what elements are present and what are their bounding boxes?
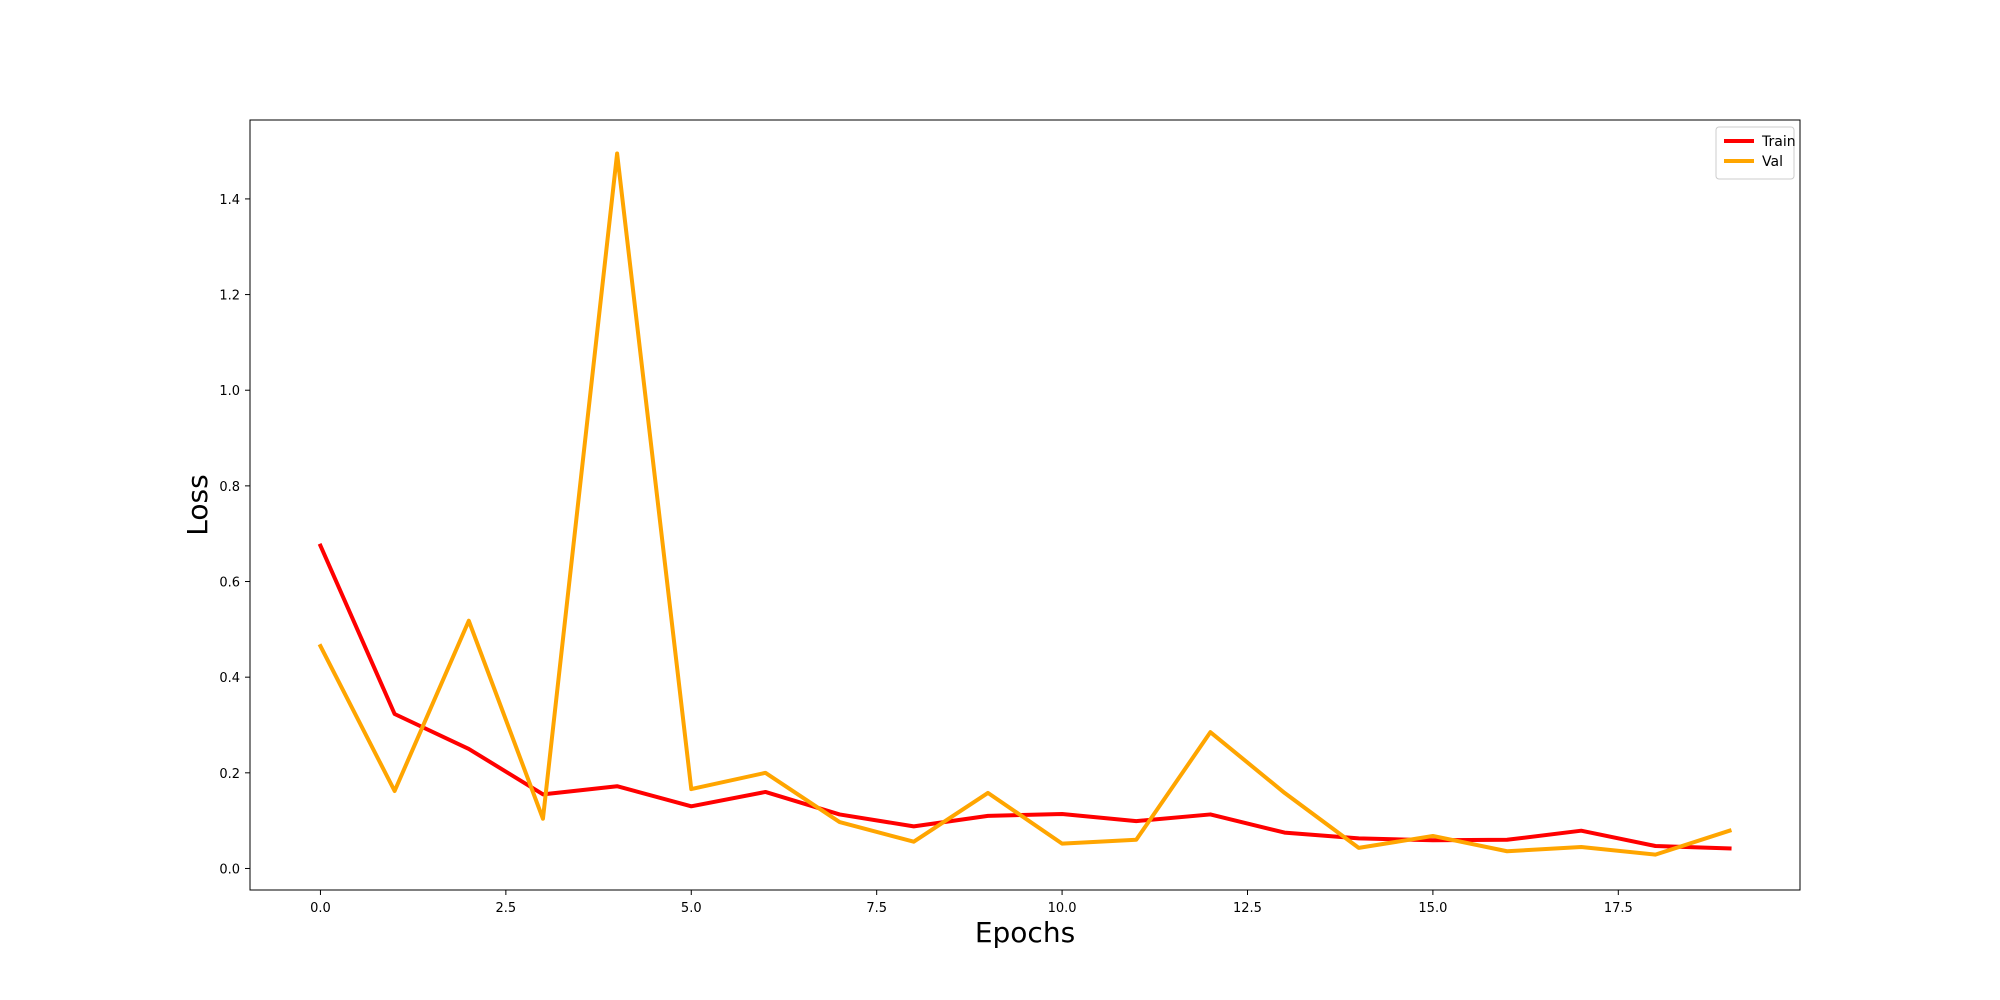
- x-tick-label: 12.5: [1233, 901, 1262, 916]
- legend-label-train: Train: [1761, 134, 1796, 150]
- y-tick-label: 0.8: [219, 480, 240, 495]
- axis-ticks: 0.0 2.5 5.0 7.5 10.0 12.5 15.0 17.5 0.0 0.2 0.4 0.6…: [219, 193, 1632, 916]
- y-tick-label: 0.4: [219, 671, 240, 686]
- y-tick-label: 0.0: [219, 862, 240, 877]
- series-line-train: [317, 543, 1732, 851]
- y-tick-label: 1.2: [219, 289, 240, 304]
- series-line-val: [317, 151, 1733, 857]
- legend: Train Val: [1715, 126, 1796, 180]
- legend-label-val: Val: [1762, 154, 1783, 170]
- x-tick-label: 17.5: [1604, 901, 1633, 916]
- y-axis-label: Loss: [181, 474, 214, 535]
- y-tick-label: 0.2: [219, 767, 240, 782]
- x-tick-label: 5.0: [681, 901, 702, 916]
- x-tick-label: 0.0: [310, 901, 331, 916]
- y-tick-label: 1.4: [219, 193, 240, 208]
- x-tick-label: 10.0: [1048, 901, 1077, 916]
- plot-frame: [249, 119, 1801, 891]
- x-axis-label: Epochs: [975, 916, 1075, 949]
- plot-lines: [317, 151, 1733, 857]
- y-tick-label: 0.6: [219, 576, 240, 591]
- y-tick-label: 1.0: [219, 384, 240, 399]
- x-tick-label: 2.5: [496, 901, 517, 916]
- x-tick-label: 7.5: [866, 901, 887, 916]
- x-tick-label: 15.0: [1418, 901, 1447, 916]
